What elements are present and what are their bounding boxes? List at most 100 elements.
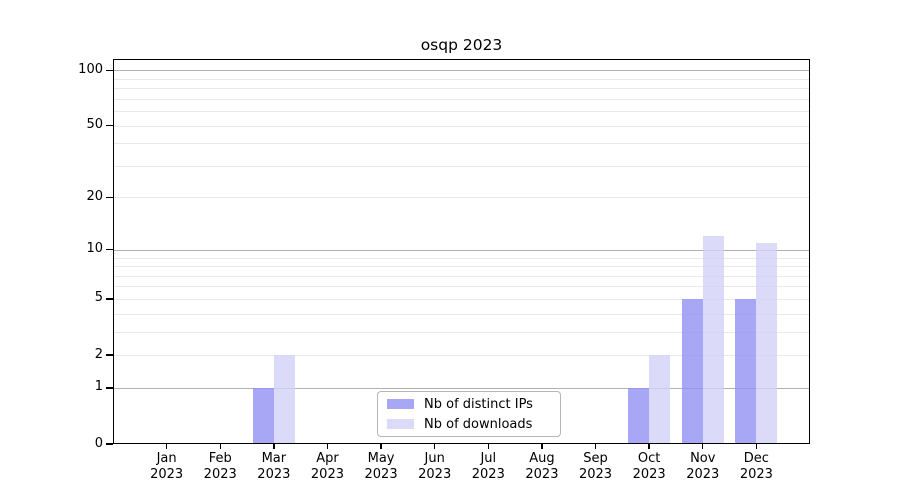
x-tick-label: Nov 2023 xyxy=(663,451,743,483)
x-tick xyxy=(273,444,275,449)
x-label-year: 2023 xyxy=(203,467,237,482)
minor-gridline xyxy=(113,266,810,268)
x-tick xyxy=(433,444,436,449)
minor-gridline xyxy=(113,98,810,100)
x-label-year: 2023 xyxy=(686,467,720,482)
minor-gridline xyxy=(113,197,810,199)
y-tick-label: 20 xyxy=(86,188,103,204)
legend-swatch-distinct-ips xyxy=(387,399,414,409)
bar-downloads-dec xyxy=(756,242,778,444)
x-tick-label: Jan 2023 xyxy=(127,451,207,483)
y-tick xyxy=(106,69,113,71)
legend-swatch-downloads xyxy=(387,419,414,429)
y-tick xyxy=(106,387,113,389)
x-tick-label: Jul 2023 xyxy=(448,451,528,483)
x-label-year: 2023 xyxy=(257,467,291,482)
x-label-month: Jul xyxy=(480,451,497,466)
minor-gridline xyxy=(113,78,810,80)
plot-area xyxy=(113,59,810,444)
minor-gridline xyxy=(113,275,810,277)
x-tick xyxy=(380,444,382,449)
x-tick-label: Aug 2023 xyxy=(502,451,582,483)
x-label-month: Aug xyxy=(529,451,555,466)
x-label-month: Sep xyxy=(583,451,608,466)
legend-item-distinct-ips: Nb of distinct IPs xyxy=(387,397,560,412)
x-label-year: 2023 xyxy=(632,467,666,482)
minor-gridline xyxy=(113,298,810,300)
x-tick xyxy=(326,444,329,449)
bar-downloads-nov xyxy=(702,236,724,444)
bar-distinct-ips-dec xyxy=(735,298,757,444)
major-gridline xyxy=(113,249,810,251)
y-tick xyxy=(106,354,113,356)
x-tick xyxy=(165,444,168,449)
x-tick-label: Mar 2023 xyxy=(234,451,314,483)
minor-gridline xyxy=(113,257,810,259)
x-tick-label: Apr 2023 xyxy=(287,451,367,483)
x-label-year: 2023 xyxy=(471,467,505,482)
major-gridline xyxy=(113,70,810,72)
x-tick xyxy=(541,444,543,449)
y-tick xyxy=(106,298,113,300)
bar-distinct-ips-mar xyxy=(252,387,274,444)
y-tick-label: 10 xyxy=(86,241,103,257)
minor-gridline xyxy=(113,165,810,167)
minor-gridline xyxy=(113,355,810,357)
x-tick xyxy=(594,444,597,449)
y-tick xyxy=(106,249,113,251)
y-tick-label: 50 xyxy=(86,117,103,133)
legend-item-downloads: Nb of downloads xyxy=(387,417,560,432)
x-tick xyxy=(219,444,221,449)
x-label-year: 2023 xyxy=(739,467,773,482)
x-tick-label: Feb 2023 xyxy=(180,451,260,483)
x-label-month: Jun xyxy=(424,451,445,466)
chart-title: osqp 2023 xyxy=(420,36,503,54)
x-label-year: 2023 xyxy=(150,467,184,482)
x-label-month: Nov xyxy=(690,451,716,466)
legend-label-distinct-ips: Nb of distinct IPs xyxy=(424,396,533,412)
x-tick-label: Oct 2023 xyxy=(609,451,689,483)
x-label-year: 2023 xyxy=(364,467,398,482)
major-gridline xyxy=(113,387,810,389)
x-label-month: May xyxy=(367,451,395,466)
x-tick xyxy=(487,444,489,449)
x-tick-label: May 2023 xyxy=(341,451,421,483)
legend: Nb of distinct IPs Nb of downloads xyxy=(377,391,561,437)
x-label-year: 2023 xyxy=(578,467,613,482)
y-tick-label: 100 xyxy=(78,61,103,77)
x-tick-label: Jun 2023 xyxy=(395,451,475,483)
minor-gridline xyxy=(113,286,810,288)
y-tick xyxy=(106,443,113,445)
bar-distinct-ips-nov xyxy=(681,298,703,444)
y-tick-label: 2 xyxy=(94,346,103,362)
x-tick-label: Dec 2023 xyxy=(716,451,796,483)
minor-gridline xyxy=(113,143,810,145)
x-label-year: 2023 xyxy=(418,467,452,482)
x-label-month: Feb xyxy=(208,451,232,466)
y-tick xyxy=(106,124,113,127)
minor-gridline xyxy=(113,125,810,127)
minor-gridline xyxy=(113,331,810,333)
minor-gridline xyxy=(113,88,810,90)
bar-downloads-mar xyxy=(273,355,295,444)
x-label-month: Apr xyxy=(316,451,339,466)
minor-gridline xyxy=(113,313,810,315)
x-label-year: 2023 xyxy=(525,467,559,482)
bar-downloads-oct xyxy=(649,355,671,444)
bar-distinct-ips-oct xyxy=(628,387,650,444)
x-tick xyxy=(648,444,650,449)
x-label-month: Dec xyxy=(743,451,769,466)
x-tick-label: Sep 2023 xyxy=(556,451,636,483)
y-tick-label: 1 xyxy=(94,379,103,395)
x-label-month: Mar xyxy=(261,451,287,466)
y-tick-label: 5 xyxy=(94,290,103,306)
x-label-year: 2023 xyxy=(310,467,344,482)
x-tick xyxy=(755,444,758,449)
x-label-month: Jan xyxy=(156,451,177,466)
legend-label-downloads: Nb of downloads xyxy=(424,416,533,432)
x-tick xyxy=(702,444,704,449)
y-tick-label: 0 xyxy=(94,435,103,451)
minor-gridline xyxy=(113,111,810,113)
y-tick xyxy=(106,196,113,199)
